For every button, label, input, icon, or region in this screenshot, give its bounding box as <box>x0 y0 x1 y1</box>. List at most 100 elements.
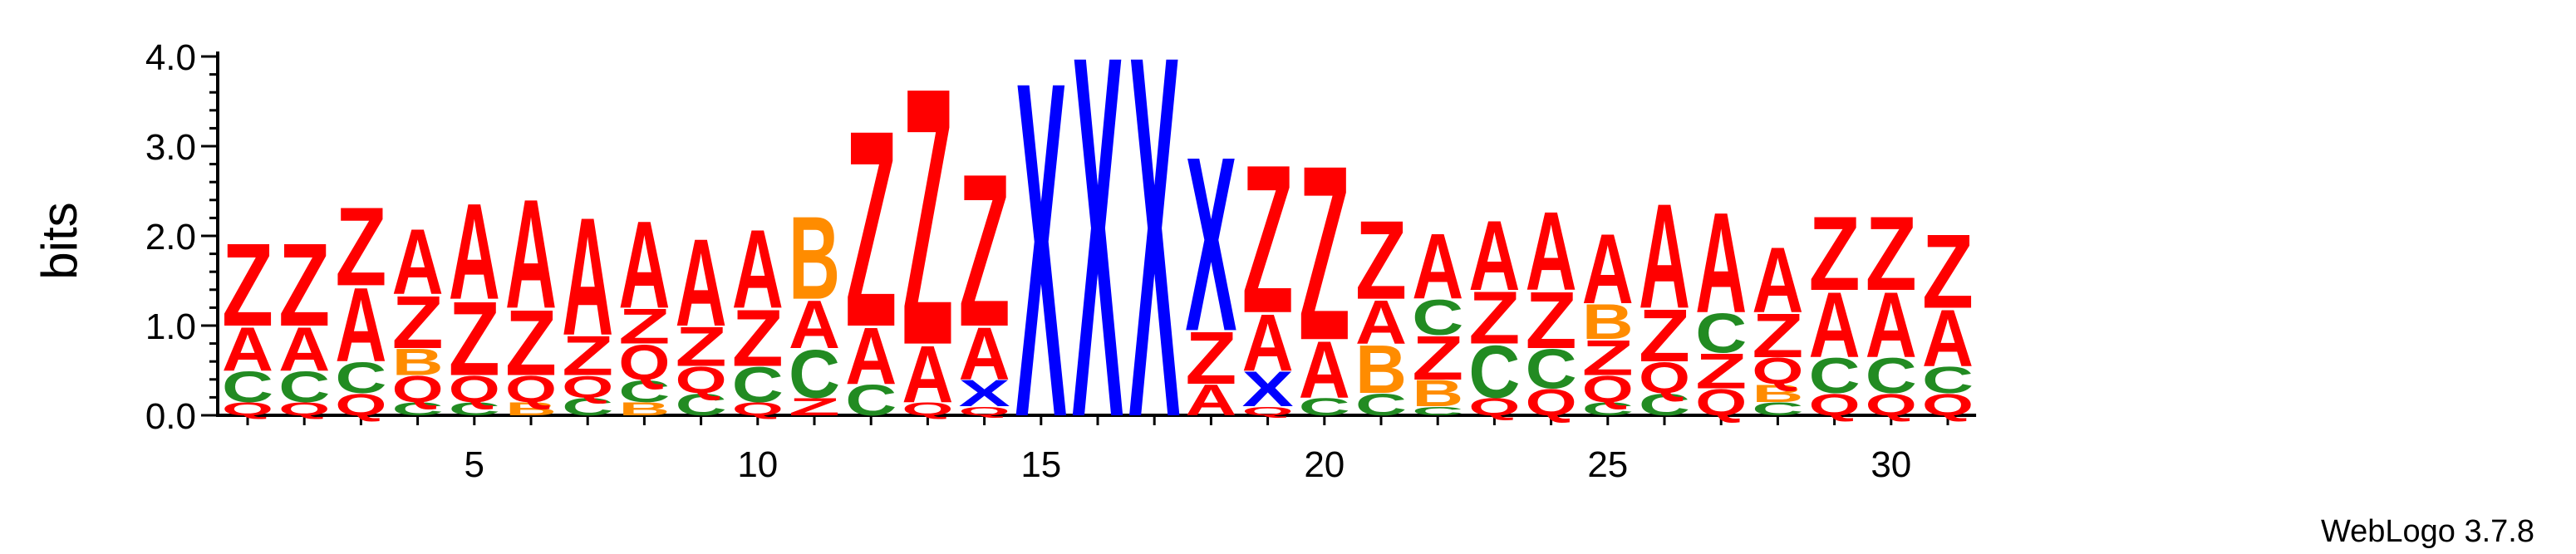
x-tick-label: 25 <box>1587 444 1628 485</box>
svg-text:A: A <box>1526 189 1577 314</box>
svg-text:A: A <box>1809 272 1861 377</box>
logo-letter: C <box>392 399 444 419</box>
svg-text:A: A <box>1639 172 1690 340</box>
logo-letter: C <box>1752 399 1803 419</box>
svg-text:Q: Q <box>1526 382 1577 424</box>
logo-letter: Q <box>1242 404 1294 419</box>
svg-text:Z: Z <box>335 184 386 310</box>
logo-letter: Q <box>1582 369 1634 410</box>
logo-letter: B <box>1412 373 1463 414</box>
y-tick-label: 0.0 <box>145 396 196 437</box>
logo-letter: Z <box>1866 194 1917 312</box>
svg-text:A: A <box>1242 297 1294 388</box>
svg-text:Q: Q <box>618 335 670 390</box>
svg-text:X: X <box>1185 106 1236 384</box>
svg-text:A: A <box>789 287 840 363</box>
svg-text:Q: Q <box>902 399 953 419</box>
logo-letter: A <box>1526 189 1577 314</box>
logo-letter: C <box>618 375 670 409</box>
logo-letter: C <box>1695 302 1747 365</box>
logo-letter: A <box>1752 228 1803 332</box>
weblogo-credit: WebLogo 3.7.8 <box>2321 514 2534 549</box>
svg-text:Z: Z <box>676 316 727 378</box>
svg-text:A: A <box>1185 376 1236 425</box>
svg-text:Q: Q <box>1752 351 1803 392</box>
svg-text:Z: Z <box>1299 115 1350 393</box>
logo-letter: Z <box>222 220 273 352</box>
logo-letter: Z <box>1468 277 1520 360</box>
svg-text:B: B <box>789 193 840 325</box>
svg-text:Z: Z <box>562 325 613 387</box>
svg-text:B: B <box>505 399 557 419</box>
logo-letter: B <box>1582 294 1634 350</box>
logo-letter: A <box>845 311 897 401</box>
svg-text:Z: Z <box>1752 301 1803 370</box>
logo-letter: X <box>1072 0 1123 526</box>
logo-letter: C <box>1809 348 1861 404</box>
logo-letter: Z <box>278 220 330 352</box>
logo-letter: C <box>1582 399 1634 419</box>
logo-letter: Q <box>1639 354 1690 403</box>
logo-letter: Q <box>1752 351 1803 392</box>
svg-text:Q: Q <box>335 388 386 423</box>
logo-column: X <box>1015 0 1067 517</box>
svg-text:Z: Z <box>392 282 444 365</box>
svg-text:A: A <box>1866 272 1917 377</box>
svg-text:A: A <box>1468 200 1520 311</box>
svg-text:Q: Q <box>732 399 784 419</box>
logo-column: AZX <box>1185 106 1236 424</box>
logo-letter: Q <box>1809 388 1861 423</box>
logo-letter: A <box>1242 297 1294 388</box>
svg-text:Q: Q <box>1866 388 1917 423</box>
svg-text:Z: Z <box>789 393 840 421</box>
svg-text:C: C <box>1922 360 1974 401</box>
svg-text:C: C <box>1752 399 1803 419</box>
svg-text:C: C <box>676 388 727 423</box>
logo-letter: B <box>505 399 557 419</box>
svg-text:A: A <box>845 311 897 401</box>
logo-letter: A <box>1468 200 1520 311</box>
logo-letter: X <box>1185 106 1236 384</box>
logo-letter: A <box>1639 172 1690 340</box>
logo-letter: Q <box>505 369 557 410</box>
svg-text:Q: Q <box>1639 354 1690 403</box>
logo-letter: Z <box>902 12 953 422</box>
svg-text:A: A <box>278 314 330 384</box>
logo-letter: Z <box>1242 122 1294 358</box>
logo-letter: Z <box>1185 317 1236 400</box>
logo-letter: Z <box>1299 115 1350 393</box>
logo-letter: A <box>618 196 670 335</box>
y-tick-label: 2.0 <box>145 217 196 257</box>
logo-letter: C <box>1866 348 1917 404</box>
svg-text:C: C <box>789 336 840 413</box>
svg-text:Q: Q <box>278 399 330 419</box>
logo-letter: A <box>562 182 613 370</box>
svg-text:X: X <box>1072 0 1123 526</box>
logo-letter: A <box>505 167 557 341</box>
y-tick-label: 1.0 <box>145 306 196 347</box>
logo-letter: Q <box>278 399 330 419</box>
logo-letter: C <box>1412 404 1463 419</box>
logo-column: X <box>1128 0 1180 526</box>
logo-letter: X <box>1242 361 1294 417</box>
logo-column: CAZ <box>845 72 897 424</box>
svg-text:Z: Z <box>1809 194 1861 312</box>
svg-text:A: A <box>959 312 1010 395</box>
x-tick-label: 10 <box>737 444 778 485</box>
svg-text:C: C <box>1809 348 1861 404</box>
svg-text:C: C <box>1412 404 1463 419</box>
logo-letter: C <box>732 357 784 413</box>
logo-letter: B <box>1752 380 1803 408</box>
svg-text:Z: Z <box>505 291 557 395</box>
